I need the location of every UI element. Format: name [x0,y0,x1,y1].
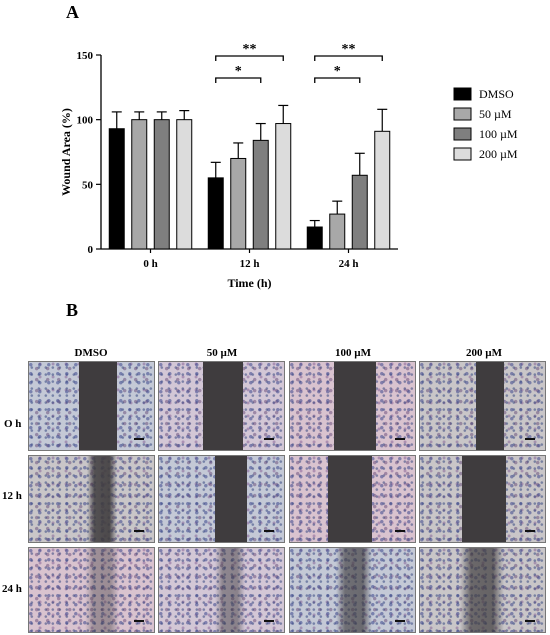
x-tick-label: 12 h [240,258,260,270]
significance-bracket [314,55,383,61]
wound-area-bar-chart: 0 50 100 150 0 h 12 h 24 h Time (h) Wound Area (… [59,42,518,290]
micrograph-50um-12h [158,455,285,543]
x-tick-label: 24 h [339,258,359,270]
micrograph-200um-24h [419,547,546,633]
row-label-0h: O h [4,418,22,430]
bar [374,130,391,250]
bar [306,226,323,250]
micrograph-200um-12h [419,455,546,543]
legend-label: 200 µM [479,147,518,161]
column-label-50um: 50 µM [206,347,238,359]
legend-swatch [453,107,472,121]
y-tick-label: 50 [82,179,94,191]
legend-label: 50 µM [479,107,512,121]
panel-b-label: B [66,300,79,320]
legend-swatch [453,147,472,161]
micrograph-50um-24h [158,547,285,633]
legend-swatch [453,127,472,141]
significance-label: ** [243,42,257,57]
micrograph-dmso-24h [28,547,155,633]
y-tick-label: 100 [77,115,94,127]
micrograph-dmso-12h [28,455,155,543]
bar [176,119,193,250]
bar [252,139,269,250]
bar [351,174,368,250]
x-tick-label: 0 h [143,258,157,270]
row-label-12h: 12 h [2,490,22,502]
legend-label: DMSO [479,87,514,101]
bar [275,123,292,250]
x-axis-title: Time (h) [227,276,271,290]
micrograph-100um-24h [289,547,416,633]
significance-label: * [235,64,242,79]
micrograph-100um-12h [289,455,416,543]
column-label-dmso: DMSO [74,347,108,359]
significance-bracket [314,77,361,83]
legend-label: 100 µM [479,127,518,141]
y-tick-label: 0 [88,244,94,256]
y-tick-label: 150 [77,50,94,62]
significance-label: ** [342,42,356,57]
bar [329,213,346,250]
legend-swatch [453,87,472,101]
y-axis-title: Wound Area (%) [59,108,73,196]
bar [108,128,125,250]
bar [131,119,148,250]
column-label-100um: 100 µM [335,347,371,359]
panel-a-label: A [66,2,79,22]
bar [153,119,170,250]
column-label-200um: 200 µM [466,347,502,359]
row-label-24h: 24 h [2,583,22,595]
significance-label: * [334,64,341,79]
micrograph-dmso-0h [28,361,155,451]
micrograph-50um-0h [158,361,285,451]
micrograph-100um-0h [289,361,416,451]
significance-bracket [215,55,284,61]
significance-bracket [215,77,262,83]
micrograph-200um-0h [419,361,546,451]
bar [230,157,247,250]
bar [207,177,224,250]
